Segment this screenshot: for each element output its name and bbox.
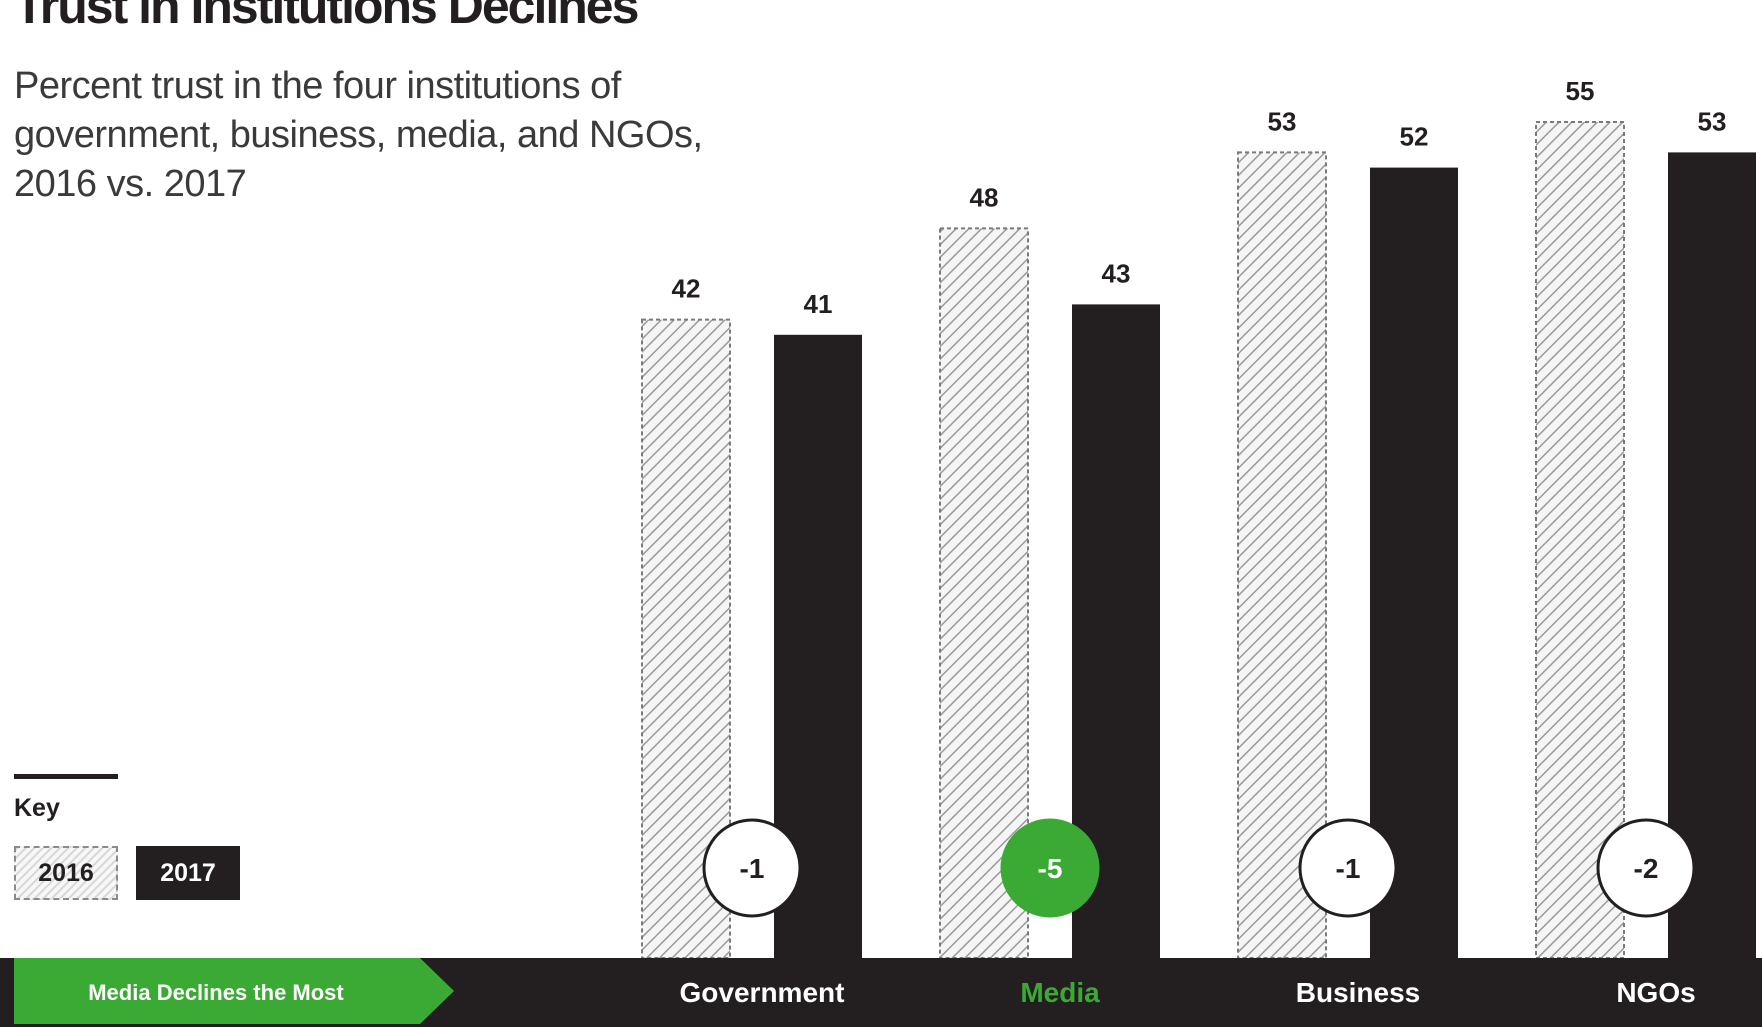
change-circle-government (702, 818, 802, 918)
value-label-government-2016: 42 (672, 274, 701, 304)
change-label-government: -1 (740, 853, 765, 884)
category-labels: Government Media Business NGOs (680, 977, 1696, 1008)
value-label-media-2016: 48 (970, 182, 999, 212)
key-label: Key (14, 794, 60, 822)
value-label-media-2017: 43 (1102, 258, 1131, 288)
banner-arrow (14, 958, 454, 1024)
bar-ngos-2017 (1668, 152, 1756, 958)
bars-group: 42 41 48 43 53 52 55 53 (641, 76, 1756, 960)
legend-item-2016: 2016 (14, 846, 118, 900)
category-label-ngos: NGOs (1616, 977, 1695, 1008)
legend-item-2017: 2017 (136, 846, 240, 900)
change-markers: -1 -5 -1 -2 (702, 818, 1696, 918)
change-label-business: -1 (1336, 853, 1361, 884)
change-circle-media (1000, 818, 1100, 918)
change-label-ngos: -2 (1634, 853, 1659, 884)
banner-label: Media Declines the Most (88, 980, 344, 1005)
bar-business-2017 (1370, 167, 1458, 959)
chart-subtitle: Percent trust in the four institutions o… (14, 65, 703, 205)
value-label-business-2016: 53 (1268, 106, 1297, 136)
change-circle-ngos (1596, 818, 1696, 918)
category-label-business: Business (1296, 977, 1421, 1008)
key-divider (14, 774, 118, 779)
value-label-business-2017: 52 (1400, 122, 1429, 152)
category-axis-band: Media Declines the Most (0, 958, 1762, 1027)
value-label-ngos-2016: 55 (1566, 76, 1595, 106)
chart-title: Trust in Institutions Declines (14, 0, 639, 34)
bar-business-2016 (1237, 151, 1327, 959)
bar-ngos-2016 (1535, 121, 1625, 959)
category-label-government: Government (680, 977, 845, 1008)
change-label-media: -5 (1038, 853, 1063, 884)
change-circle-business (1298, 818, 1398, 918)
value-label-ngos-2017: 53 (1698, 106, 1727, 136)
value-label-government-2017: 41 (804, 289, 833, 319)
category-label-media: Media (1020, 977, 1100, 1008)
